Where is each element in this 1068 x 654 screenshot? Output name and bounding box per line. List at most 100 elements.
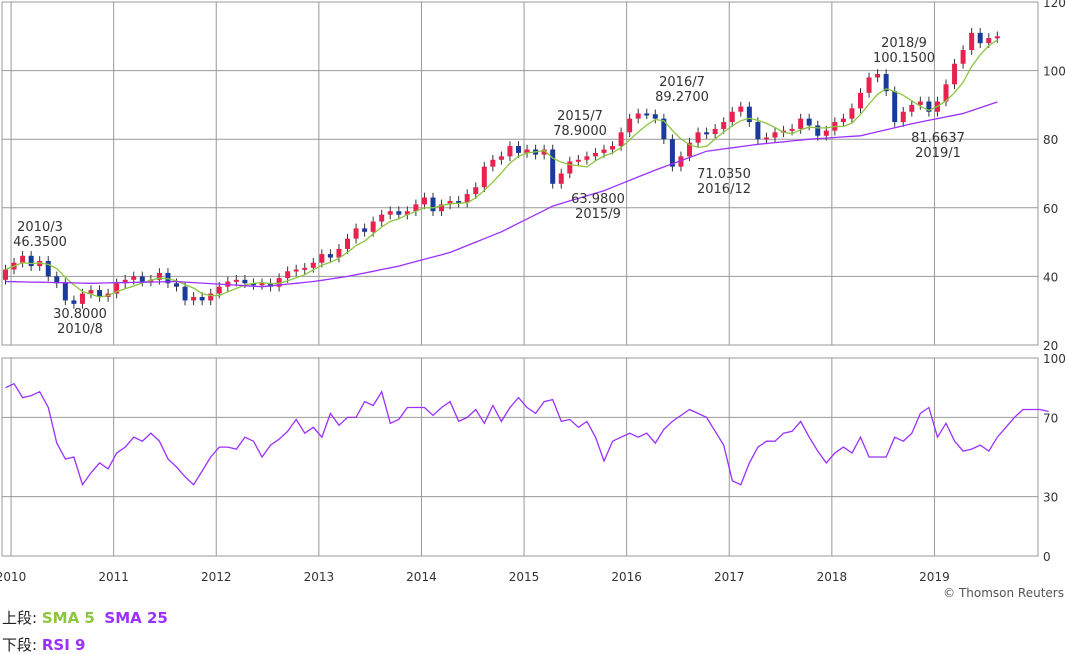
annotation-line2: 2016/12 — [697, 182, 751, 197]
candle-body — [79, 293, 85, 304]
candle-body — [430, 197, 436, 212]
candle-body — [327, 254, 333, 258]
candle-body — [704, 132, 710, 135]
candle-body — [199, 296, 205, 301]
candle-body — [97, 290, 103, 297]
legend-sma5: SMA 5 — [41, 609, 95, 627]
candle-body — [490, 159, 496, 167]
upper-panel-frame — [1, 1, 1039, 346]
candle-body — [45, 260, 51, 277]
candle-body — [883, 74, 889, 92]
candle-body — [584, 156, 590, 160]
annotation-line2: 100.1500 — [873, 51, 935, 66]
candle-body — [729, 111, 735, 123]
lower-panel-grid — [1, 357, 1039, 557]
candle-body — [823, 130, 829, 136]
legend-rsi: RSI 9 — [41, 636, 86, 654]
axis-labels: 20 40 60 80 100 120 0 30 70 100 2010 2011 2012 2013 20… — [0, 0, 1066, 584]
candle-body — [840, 118, 846, 123]
x-tick-label: 2012 — [201, 570, 232, 584]
sma5-line — [5, 39, 998, 298]
x-tick-label: 2016 — [611, 570, 642, 584]
upper-y-tick-label: 80 — [1043, 133, 1058, 147]
candle-body — [131, 276, 137, 280]
moving-average-lines — [5, 39, 998, 298]
candle-body — [806, 118, 812, 126]
candle-body — [310, 262, 316, 268]
annotation-line2: 89.2700 — [655, 90, 709, 105]
candle-body — [293, 269, 299, 272]
candle-body — [250, 283, 256, 286]
upper-panel-grid — [1, 1, 1039, 346]
candle-body — [986, 38, 992, 44]
x-tick-label: 2017 — [714, 570, 745, 584]
annotation-line1: 63.9800 — [571, 192, 625, 207]
candle-body — [345, 238, 350, 249]
annotation-line1: 81.6637 — [911, 131, 965, 146]
x-tick-label: 2018 — [817, 570, 848, 584]
candle-body — [575, 159, 581, 162]
candle-body — [156, 272, 162, 280]
candle-body — [421, 197, 427, 205]
candle-body — [866, 77, 872, 93]
candle-body — [302, 267, 308, 270]
candle-body — [174, 283, 179, 287]
upper-y-tick-label: 60 — [1043, 202, 1058, 216]
candle-body — [635, 113, 641, 119]
candle-body — [396, 211, 402, 215]
candle-body — [601, 149, 607, 153]
candle-body — [763, 137, 769, 140]
candle-body — [413, 204, 419, 212]
candle-body — [516, 146, 521, 153]
candle-body — [242, 279, 248, 284]
candle-body — [319, 254, 325, 263]
candle-body — [139, 276, 145, 282]
candle-body — [695, 132, 701, 143]
candle-body — [627, 118, 633, 133]
candle-body — [404, 211, 410, 215]
candle-body — [114, 283, 120, 294]
annotation-line2: 46.3500 — [13, 235, 67, 250]
candle-body — [661, 118, 667, 140]
annotation-line2: 2019/1 — [915, 146, 961, 161]
candle-body — [849, 108, 855, 119]
candle-body — [122, 279, 128, 284]
candle-body — [379, 214, 385, 222]
legend-upper: 上段: SMA 5 SMA 25 — [2, 609, 168, 627]
candle-body — [447, 200, 453, 205]
candle-body — [353, 228, 359, 239]
candle-body — [507, 146, 513, 157]
candle-body — [892, 91, 898, 123]
candle-body — [644, 113, 650, 116]
candle-body — [191, 296, 197, 301]
candle-body — [276, 278, 282, 287]
candle-body — [336, 248, 342, 258]
candle-body — [926, 101, 932, 112]
lower-y-tick-label: 100 — [1043, 352, 1066, 366]
candle-body — [789, 128, 795, 131]
lower-y-tick-label: 70 — [1043, 411, 1058, 425]
annotation-line2: 78.9000 — [553, 124, 607, 139]
rsi9-line — [5, 382, 1049, 487]
lower-panel-frame — [1, 357, 1039, 557]
candle-body — [875, 74, 881, 78]
candle-body — [798, 118, 804, 129]
candle-body — [815, 125, 821, 136]
upper-y-tick-label: 120 — [1043, 0, 1066, 10]
x-tick-label: 2019 — [919, 570, 950, 584]
candle-body — [558, 173, 564, 184]
upper-y-tick-label: 20 — [1043, 339, 1058, 353]
x-tick-label: 2014 — [406, 570, 437, 584]
legend-sma25: SMA 25 — [104, 609, 168, 627]
candle-body — [28, 255, 34, 267]
legend-lower: 下段: RSI 9 — [2, 636, 85, 654]
x-tick-label: 2013 — [304, 570, 335, 584]
candlestick-series — [3, 28, 1000, 309]
candle-body — [285, 271, 291, 279]
copyright-text: © Thomson Reuters — [943, 586, 1064, 600]
candle-body — [772, 132, 778, 138]
candle-body — [541, 149, 547, 155]
lower-y-tick-label: 0 — [1043, 550, 1051, 564]
candle-body — [387, 211, 393, 215]
